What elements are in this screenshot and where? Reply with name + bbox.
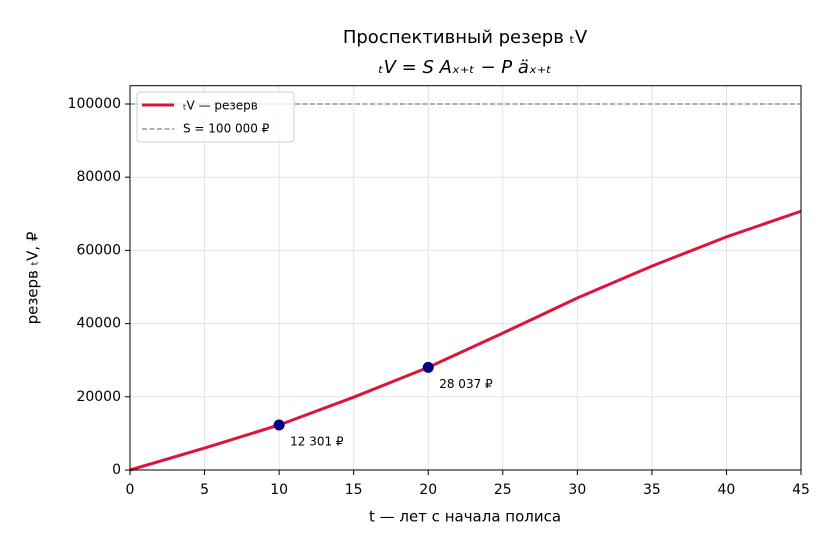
x-tick-label: 0: [126, 482, 135, 498]
x-axis-label: t — лет с начала полиса: [369, 508, 561, 526]
x-tick-label: 10: [270, 482, 288, 498]
y-tick-label: 40000: [76, 316, 121, 332]
x-tick-label: 35: [643, 482, 661, 498]
axes-frame: [129, 85, 802, 471]
legend-box: [136, 91, 295, 143]
highlight-point: [422, 361, 434, 373]
y-tick-label: 80000: [76, 169, 121, 185]
annotation: 28 037 ₽: [439, 377, 493, 391]
chart-title: Проспективный резерв ₜV: [343, 27, 588, 48]
x-tick-label: 30: [568, 482, 586, 498]
annotation: 12 301 ₽: [290, 434, 344, 448]
y-tick-label: 0: [112, 462, 121, 478]
legend-label: ₜV — резерв: [183, 99, 258, 113]
y-tick-label: 100000: [68, 96, 121, 112]
legend-label: S = 100 000 ₽: [183, 122, 270, 136]
x-tick-label: 40: [718, 482, 736, 498]
x-tick-label: 15: [345, 482, 363, 498]
x-tick-label: 5: [200, 482, 209, 498]
x-tick-label: 20: [419, 482, 437, 498]
x-tick-label: 25: [494, 482, 512, 498]
y-axis-label: резерв ₜV, ₽: [24, 231, 42, 324]
y-tick-label: 60000: [76, 242, 121, 258]
y-tick-label: 20000: [76, 389, 121, 405]
x-tick-label: 45: [792, 482, 810, 498]
line: [129, 209, 802, 472]
chart-subtitle: ₜV = S Aₓ₊ₜ − P äₓ₊ₜ: [378, 57, 551, 78]
highlight-point: [273, 419, 285, 431]
